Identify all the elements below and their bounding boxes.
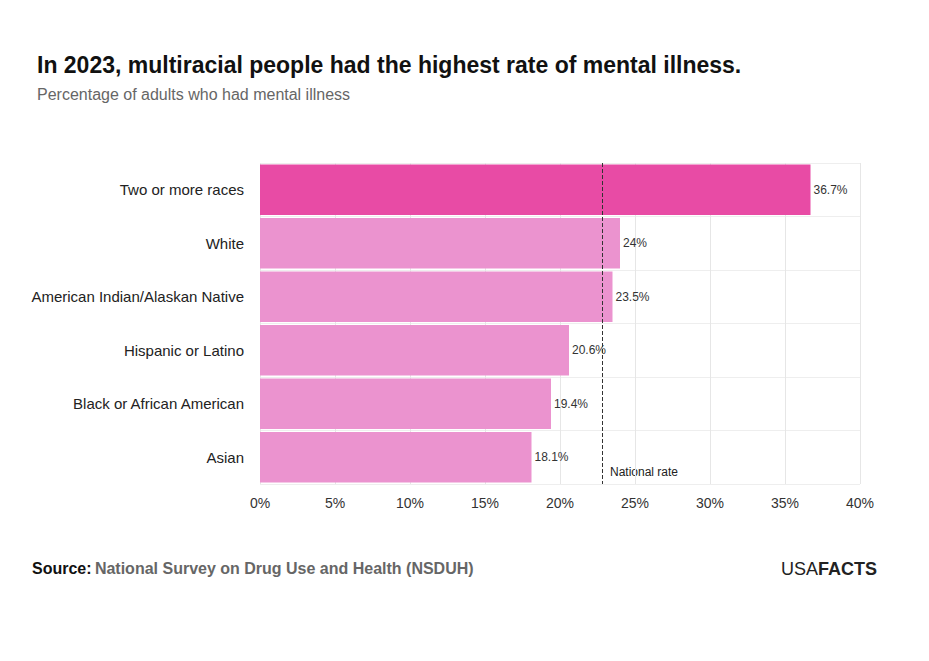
svg-text:FACTS: FACTS	[818, 559, 877, 579]
svg-text:15%: 15%	[471, 495, 499, 511]
svg-text:20%: 20%	[546, 495, 574, 511]
svg-text:Black or African American: Black or African American	[73, 395, 244, 412]
svg-text:Hispanic or Latino: Hispanic or Latino	[124, 342, 244, 359]
svg-text:36.7%: 36.7%	[814, 183, 848, 197]
svg-text:American Indian/Alaskan Native: American Indian/Alaskan Native	[31, 288, 244, 305]
svg-text:5%: 5%	[325, 495, 345, 511]
svg-text:24%: 24%	[623, 236, 647, 250]
svg-text:USA: USA	[781, 559, 818, 579]
svg-text:18.1%: 18.1%	[535, 450, 569, 464]
svg-text:White: White	[206, 235, 244, 252]
svg-text:0%: 0%	[250, 495, 270, 511]
svg-text:35%: 35%	[771, 495, 799, 511]
svg-text:25%: 25%	[621, 495, 649, 511]
svg-text:23.5%: 23.5%	[616, 290, 650, 304]
svg-text:19.4%: 19.4%	[554, 397, 588, 411]
svg-text:20.6%: 20.6%	[572, 343, 606, 357]
svg-text:30%: 30%	[696, 495, 724, 511]
svg-text:Source:: Source:	[32, 560, 92, 577]
svg-text:Two or more races: Two or more races	[120, 181, 244, 198]
svg-text:Asian: Asian	[206, 449, 244, 466]
svg-text:40%: 40%	[846, 495, 874, 511]
svg-text:Percentage of adults who had m: Percentage of adults who had mental illn…	[37, 86, 350, 103]
svg-text:National Survey on Drug Use an: National Survey on Drug Use and Health (…	[95, 560, 474, 577]
svg-text:National rate: National rate	[610, 465, 678, 479]
svg-text:In 2023, multiracial people ha: In 2023, multiracial people had the high…	[37, 52, 741, 78]
svg-text:10%: 10%	[396, 495, 424, 511]
